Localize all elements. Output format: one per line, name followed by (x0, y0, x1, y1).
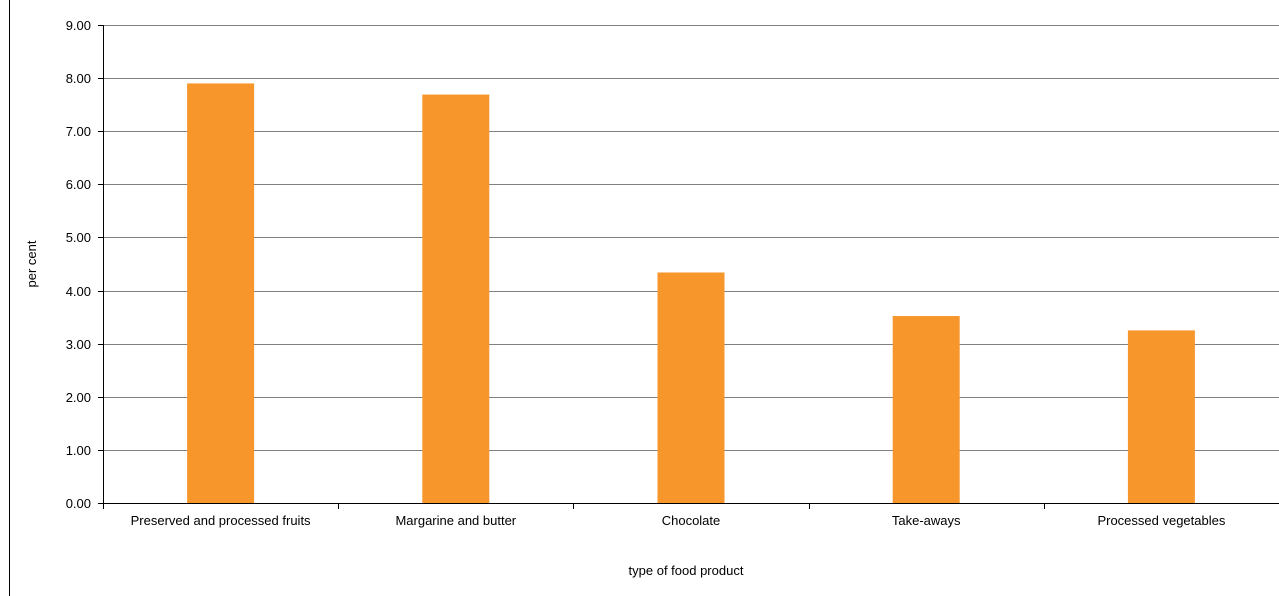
y-tick-label: 0.00 (66, 496, 91, 511)
y-tick-label: 2.00 (66, 390, 91, 405)
y-tick-label: 3.00 (66, 337, 91, 352)
y-tick-label: 9.00 (66, 18, 91, 33)
y-tick-label: 6.00 (66, 177, 91, 192)
bar (422, 94, 490, 503)
bars (187, 83, 1195, 503)
y-axis-title: per cent (24, 240, 39, 287)
x-tick-label: Preserved and processed fruits (131, 513, 311, 528)
bar (892, 316, 960, 503)
x-tick-label: Take-aways (892, 513, 961, 528)
y-tick-label: 4.00 (66, 284, 91, 299)
bar (1127, 330, 1195, 503)
axes (103, 25, 1279, 504)
y-tick-label: 5.00 (66, 230, 91, 245)
bar (187, 83, 255, 503)
x-axis-title: type of food product (629, 563, 744, 578)
y-tick-label: 1.00 (66, 443, 91, 458)
y-tick-label: 7.00 (66, 124, 91, 139)
bar (657, 272, 725, 503)
x-tick-label: Margarine and butter (395, 513, 516, 528)
x-tick-label: Chocolate (662, 513, 721, 528)
x-tick-label: Processed vegetables (1097, 513, 1225, 528)
y-axis-ticks: 0.00 1.00 2.00 3.00 4.00 5.00 6.00 7.00 8.00 9.00 (66, 18, 103, 511)
x-axis-ticks: Preserved and processed fruits Margarine … (103, 503, 1226, 528)
y-tick-label: 8.00 (66, 71, 91, 86)
